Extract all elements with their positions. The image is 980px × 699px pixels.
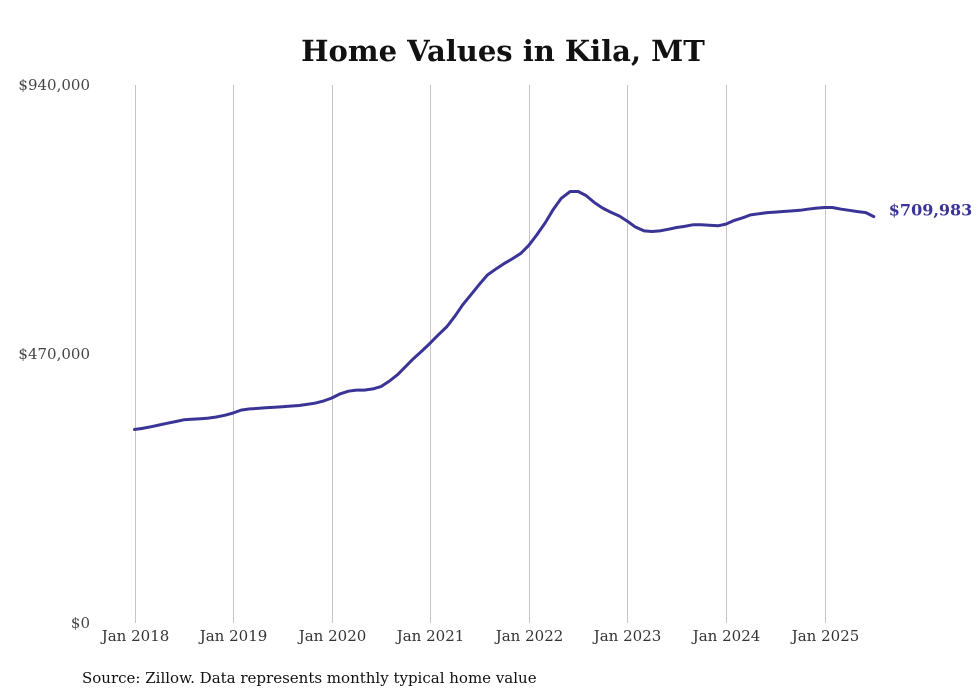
y-axis-ticks: $0 $470,000 $940,000 (18, 76, 90, 632)
series-layer (133, 190, 876, 431)
x-tick-label: Jan 2019 (198, 627, 268, 645)
end-value-label: $709,983 (889, 201, 973, 220)
y-tick-label: $0 (71, 614, 90, 632)
x-tick-label: Jan 2021 (395, 627, 465, 645)
x-tick-label: Jan 2023 (592, 627, 662, 645)
x-tick-label: Jan 2024 (691, 627, 761, 645)
x-axis-ticks: Jan 2018 Jan 2019 Jan 2020 Jan 2021 Jan 2022… (100, 627, 860, 645)
y-tick-label: $470,000 (18, 345, 90, 363)
x-tick-label: Jan 2025 (790, 627, 860, 645)
grid-lines (135, 85, 826, 623)
x-tick-label: Jan 2020 (297, 627, 367, 645)
chart-title: Home Values in Kila, MT (301, 34, 705, 68)
y-tick-label: $940,000 (18, 76, 90, 94)
x-tick-label: Jan 2022 (494, 627, 564, 645)
x-tick-label: Jan 2018 (100, 627, 170, 645)
source-note: Source: Zillow. Data represents monthly … (82, 669, 537, 687)
series-line-0 (133, 190, 876, 431)
